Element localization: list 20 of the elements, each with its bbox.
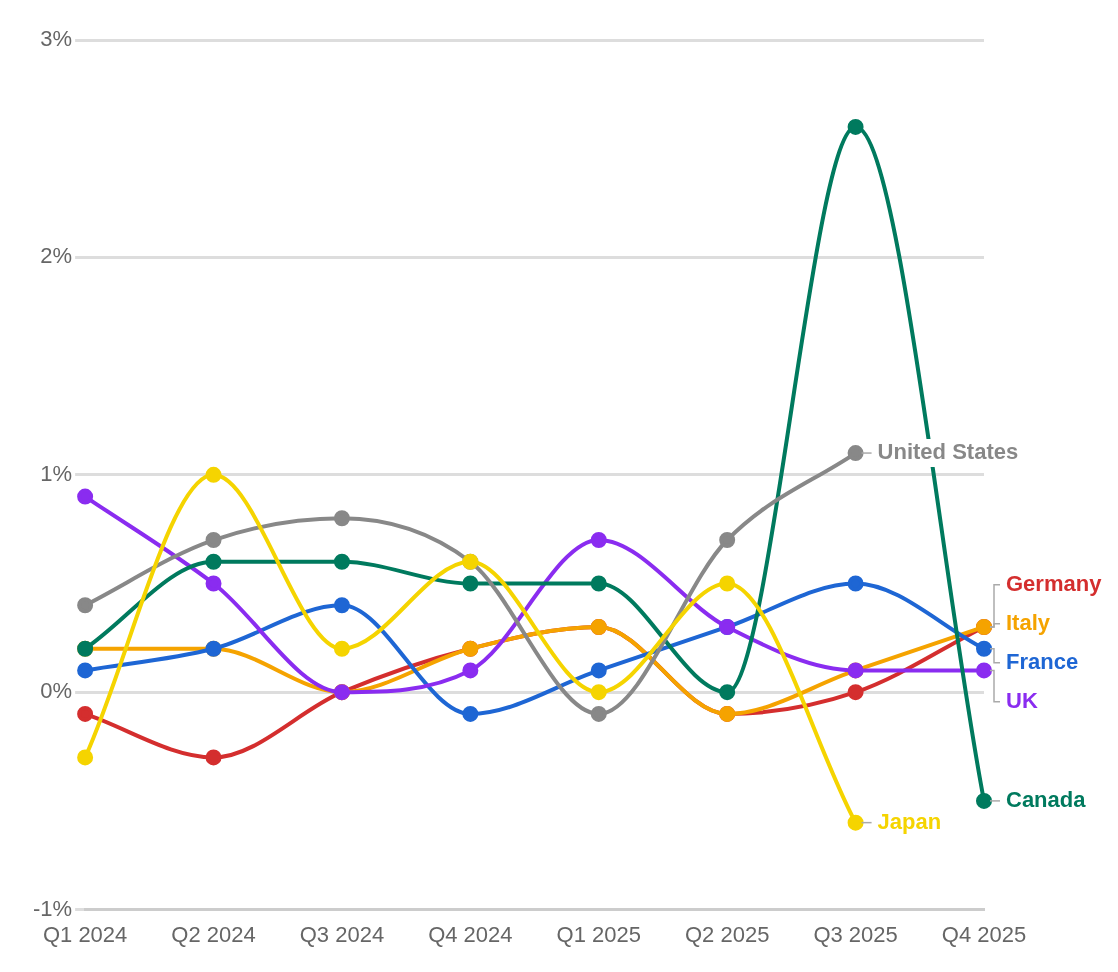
- x-tick-label: Q3 2024: [299, 921, 385, 947]
- series-label: United States: [877, 439, 1019, 465]
- y-tick-label: -1%: [33, 895, 73, 921]
- series-label: Japan: [877, 808, 942, 834]
- series-label: France: [1006, 648, 1079, 674]
- y-tick-label: 3%: [40, 26, 73, 52]
- x-tick-label: Q3 2025: [813, 921, 898, 947]
- series-label: Germany: [1006, 570, 1103, 596]
- x-tick-label: Q2 2025: [684, 921, 770, 947]
- x-tick-label: Q2 2024: [171, 921, 256, 947]
- series-label: Canada: [1006, 786, 1087, 812]
- x-tick-label: Q4 2024: [428, 921, 513, 947]
- x-tick-label: Q1 2025: [556, 921, 641, 947]
- y-tick-label: 0%: [40, 678, 73, 704]
- series-label: Italy: [1006, 609, 1051, 635]
- x-tick-label: Q1 2024: [42, 921, 128, 947]
- y-tick-label: 2%: [40, 243, 73, 269]
- y-tick-label: 1%: [40, 460, 73, 486]
- x-tick-label: Q4 2025: [941, 921, 1027, 947]
- series-label: UK: [1006, 687, 1038, 713]
